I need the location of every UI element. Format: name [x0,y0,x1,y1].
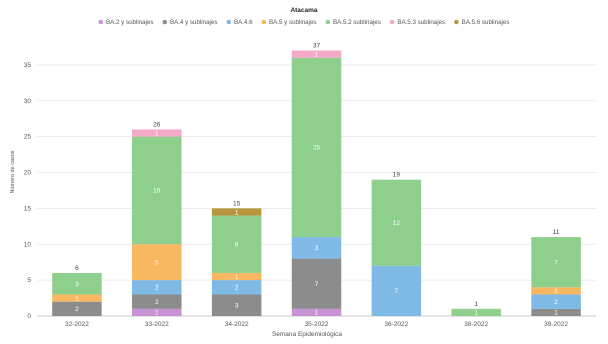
legend-label: BA.4 y sublinajes [170,19,217,26]
bar-segment [211,272,262,281]
y-tick-label: 15 [24,205,32,212]
bar-segment [211,208,262,216]
bar-segment [132,294,182,309]
bar-segment [211,215,262,273]
total-label: 19 [393,172,401,179]
y-axis: 0 5 10 15 20 25 30 35 [24,62,32,320]
legend-label: BA.5 y sublinajes [269,19,316,26]
y-tick-label: 5 [27,277,31,284]
legend-label: BA.5.6 sublinajes [462,19,510,26]
bar-segment [132,136,182,245]
x-axis: 32-2022 33-2022 34-2022 35-2022 36-2022 38-20… [65,321,568,328]
x-tick-label: 38-2022 [464,321,488,328]
legend-label: BA.4.6 [234,19,253,26]
data-label: 3 [75,281,79,288]
legend-label: BA.5.2 sublinajes [333,19,381,26]
data-label: 2 [155,285,159,292]
x-tick-label: 34-2022 [225,321,249,328]
bar-segment [291,57,342,238]
data-label: 1 [155,310,159,317]
data-label: 5 [155,259,159,266]
legend-label: BA.5.3 sublinajes [397,19,445,26]
data-label: 1 [235,274,239,281]
legend-swatch [226,19,231,25]
bar-segment [291,237,342,259]
bar-segment [211,280,262,295]
bar-segment [52,294,102,302]
data-label: 7 [554,259,558,266]
legend-swatch [389,19,395,25]
y-tick-label: 25 [24,134,32,141]
bar-segment [132,244,182,281]
data-label: 2 [235,285,239,292]
x-axis-label: Semana Epidemiológica [272,331,342,338]
bar-segment [291,258,342,309]
x-tick-label: 35-2022 [305,321,329,328]
data-label: 1 [155,130,159,137]
bar-segment [531,287,581,295]
x-tick-label: 39-2022 [544,321,568,328]
bar-segment [132,308,182,316]
data-label: 1 [75,295,79,302]
legend-swatch [261,19,267,25]
y-tick-label: 20 [24,170,32,177]
data-label: 2 [155,299,159,306]
data-label: 2 [554,299,558,306]
data-label: 1 [315,51,319,58]
total-label: 37 [313,43,321,50]
x-tick-label: 32-2022 [65,321,89,328]
data-label: 3 [315,245,319,252]
total-label: 1 [474,301,478,308]
total-label: 6 [75,265,79,272]
bar-segment [371,265,422,316]
total-label: 11 [553,229,560,236]
data-label: 7 [395,288,399,295]
y-axis-label: Número de casos [10,150,16,193]
y-tick-label: 0 [27,313,31,320]
data-label: 25 [313,145,321,152]
data-label: 8 [235,242,239,249]
bar-segment [531,308,581,316]
legend-swatch [454,19,459,25]
total-label: 15 [233,200,241,207]
bar-segment [291,308,342,316]
data-label: 3 [235,303,239,310]
legend-swatch [98,19,104,25]
data-label: 15 [153,188,161,195]
legend: BA.2 y sublinajes BA.4 y sublinajes BA.4.6… [98,19,510,26]
bar-segment [531,237,581,288]
bar-segment [291,50,342,58]
y-tick-label: 30 [24,98,32,105]
data-label: 12 [393,220,401,227]
x-tick-label: 36-2022 [384,321,408,328]
legend-swatch [162,19,168,25]
data-label: 7 [315,281,319,288]
data-label: 1 [315,310,319,317]
chart-title: Atacama [290,7,317,14]
bar-segment [371,179,422,266]
y-tick-label: 10 [24,241,32,248]
bar-segment [132,129,182,137]
bar-segment [451,308,501,316]
total-label: 26 [153,121,161,128]
x-tick-label: 33-2022 [145,321,169,328]
bar-segment [52,272,102,295]
y-tick-label: 35 [24,62,32,69]
data-label: 1 [235,209,239,216]
data-label: 1 [554,310,558,317]
bar-segment [52,301,102,316]
data-label: 2 [75,306,79,313]
data-label: 1 [474,310,478,317]
bar-segment [531,294,581,309]
bar-segment [132,280,182,295]
legend-swatch [325,19,331,25]
bars: 2136122515126321811517325137712191112171… [52,43,581,317]
data-label: 1 [554,288,558,295]
bar-segment [211,294,262,316]
legend-label: BA.2 y sublinajes [106,19,153,26]
